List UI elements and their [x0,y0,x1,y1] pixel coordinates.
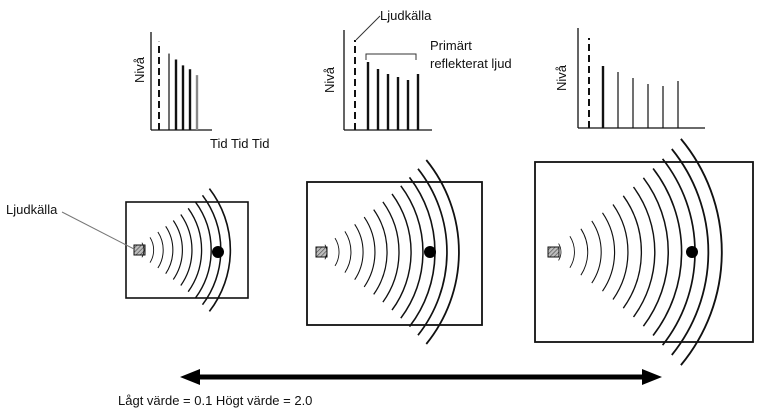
source-pointer-line-left [61,211,135,250]
sound-waves [558,138,723,366]
wave-arc [622,195,642,309]
listener-icon [212,246,224,258]
y-axis-label: Nivå [554,64,569,91]
source-pointer-line-top [355,15,381,41]
chart-bars [158,41,199,130]
wave-arc [602,212,616,292]
sound-source-icon [547,246,560,258]
wave-arc [612,204,629,300]
arrow-left-head-icon [180,369,200,385]
wave-arc [194,201,212,299]
wave-arc [400,185,424,319]
chart-bars [588,38,679,128]
wave-arc [354,224,364,280]
wave-arc [141,242,145,258]
wave-arc [180,214,193,286]
wave-arc [334,237,340,267]
level-chart-small-room: Nivå [132,32,212,131]
source-label-left: Ljudkälla [6,202,58,217]
wave-arc [149,237,155,263]
wave-arc [632,186,656,318]
wave-arc [680,138,723,366]
scale-arrow [180,369,662,385]
y-axis-label: Nivå [322,66,337,93]
time-axis-label: Tid Tid Tid [210,136,269,151]
wave-arc [425,159,460,345]
wave-arc [558,243,562,261]
wave-arc [391,193,412,311]
room-large [534,138,754,366]
wave-arc [344,231,352,273]
arrow-right-head-icon [642,369,662,385]
wave-arc [363,216,376,288]
chart-axes [577,28,705,129]
room-wall [306,181,483,326]
wave-arc [671,148,710,356]
primary-reflection-bracket [365,53,417,60]
primary-reflection-label-line1: Primärt [430,38,472,53]
listener-icon [424,246,436,258]
wave-arc [569,236,575,268]
wave-arc [187,207,203,293]
level-chart-large-room: Nivå [554,28,705,129]
primary-reflection-label-line2: reflekterat ljud [430,56,512,71]
room-wall [125,201,249,299]
wave-arc [373,209,388,295]
scale-label: Lågt värde = 0.1 Högt värde = 2.0 [118,393,312,408]
chart-bars [354,40,420,130]
wave-arc [382,201,400,303]
wave-arc [642,177,670,327]
wave-arc [157,231,164,269]
room-wall [534,161,754,343]
wave-arc [324,244,328,260]
listener-icon [686,246,698,258]
wave-arc [172,220,183,280]
wave-arc [165,226,174,274]
wave-arc [591,220,602,284]
wave-arc [652,168,683,336]
wave-arc [580,228,589,276]
room-small [125,188,249,312]
y-axis-label: Nivå [132,56,147,83]
sound-source-icon [315,246,328,258]
wave-arc [208,188,232,312]
wave-arc [417,168,448,336]
level-chart-medium-room: Nivå [322,30,432,131]
room-medium [306,159,483,345]
source-label-top: Ljudkälla [380,8,432,23]
sound-waves [324,159,460,345]
sound-source-icon [133,244,146,256]
chart-axes [150,32,212,131]
